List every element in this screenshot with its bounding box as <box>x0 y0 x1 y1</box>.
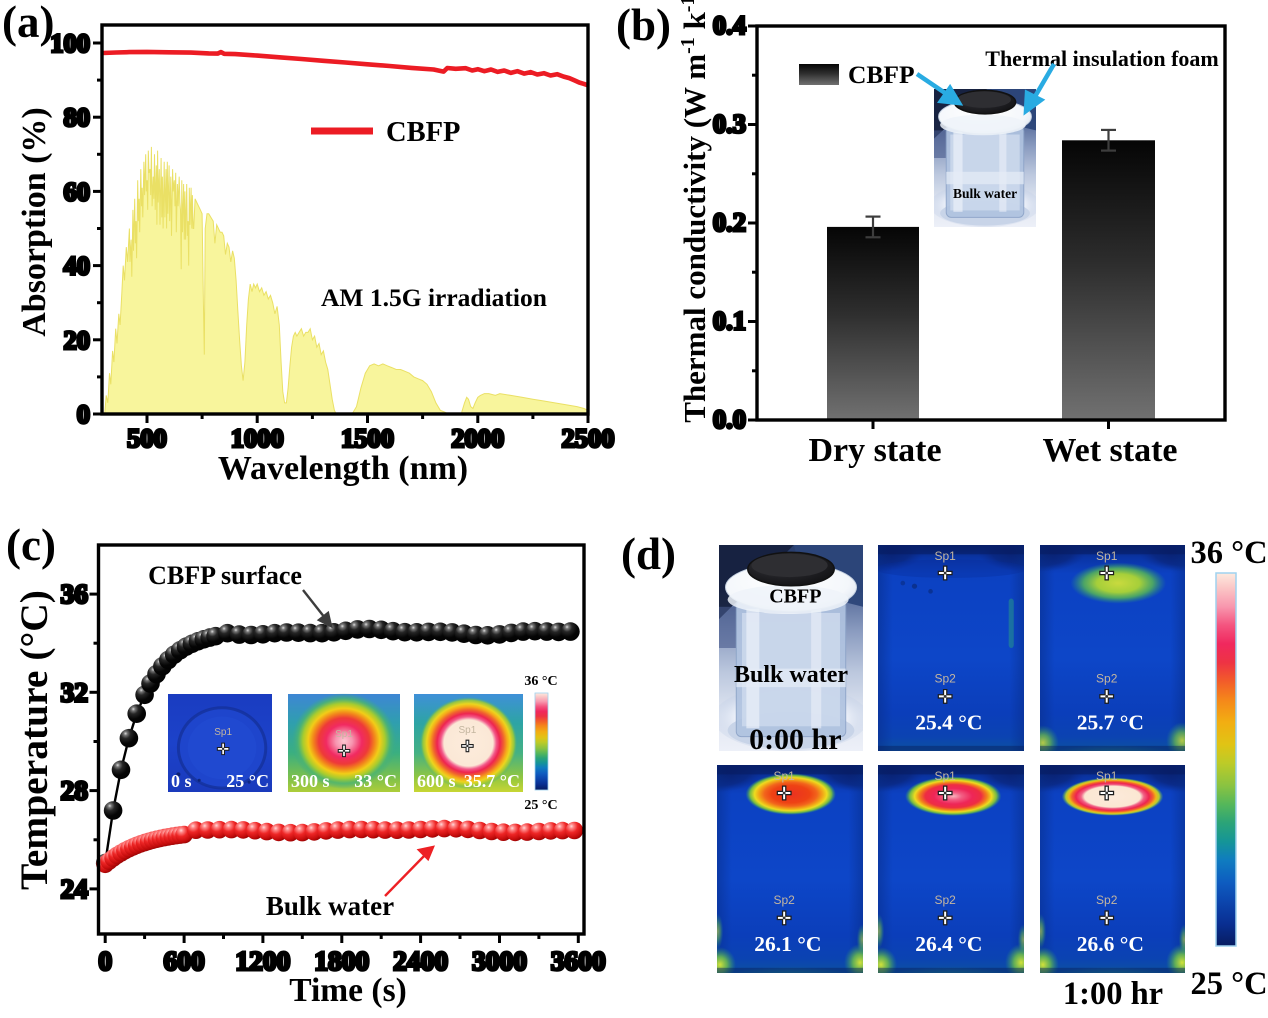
svg-text:25 °C: 25 °C <box>1190 966 1267 1002</box>
svg-text:Bulk water: Bulk water <box>953 186 1017 201</box>
svg-text:CBFP: CBFP <box>848 60 915 89</box>
svg-text:33 °C: 33 °C <box>354 771 397 791</box>
svg-text:25.7 °C: 25.7 °C <box>1077 710 1144 734</box>
svg-text:AM 1.5G irradiation: AM 1.5G irradiation <box>321 283 547 312</box>
svg-text:1800: 1800 <box>314 945 369 976</box>
svg-text:(a): (a) <box>2 0 54 47</box>
svg-text:Bulk water: Bulk water <box>266 891 394 921</box>
svg-text:20: 20 <box>64 325 91 355</box>
svg-text:25 °C: 25 °C <box>524 798 557 813</box>
svg-text:Sp1: Sp1 <box>1096 549 1118 563</box>
svg-text:0: 0 <box>98 945 112 976</box>
svg-text:24: 24 <box>61 873 89 904</box>
svg-text:500: 500 <box>127 423 167 453</box>
svg-text:CBFP: CBFP <box>386 117 460 148</box>
svg-text:(d): (d) <box>621 529 676 579</box>
svg-text:32: 32 <box>61 676 89 707</box>
svg-text:0: 0 <box>77 399 90 429</box>
svg-text:36 °C: 36 °C <box>524 674 557 689</box>
svg-text:Wavelength (nm): Wavelength (nm) <box>218 450 468 487</box>
svg-text:Dry state: Dry state <box>808 432 941 469</box>
svg-text:Sp1: Sp1 <box>934 549 956 563</box>
svg-text:1200: 1200 <box>235 945 290 976</box>
svg-text:40: 40 <box>64 251 91 281</box>
svg-text:0.0: 0.0 <box>713 404 746 434</box>
svg-text:Time (s): Time (s) <box>289 972 407 1009</box>
svg-text:(c): (c) <box>6 520 56 570</box>
svg-text:Sp1: Sp1 <box>934 769 956 783</box>
svg-text:Temperature (°C): Temperature (°C) <box>12 590 56 890</box>
svg-text:Sp1: Sp1 <box>335 729 353 740</box>
svg-text:Thermal conductivity (W m-1 k-: Thermal conductivity (W m-1 k-1) <box>677 0 712 423</box>
svg-text:0.1: 0.1 <box>713 306 746 336</box>
svg-text:25 °C: 25 °C <box>226 771 269 791</box>
svg-text:Sp2: Sp2 <box>1096 672 1118 686</box>
svg-text:600 s: 600 s <box>417 771 456 791</box>
svg-text:Sp1: Sp1 <box>1096 769 1118 783</box>
svg-text:Bulk water: Bulk water <box>734 662 848 688</box>
svg-text:1:00 hr: 1:00 hr <box>1063 976 1163 1012</box>
svg-text:CBFP: CBFP <box>769 585 821 607</box>
svg-text:100: 100 <box>50 28 90 58</box>
svg-text:0 s: 0 s <box>171 771 192 791</box>
svg-text:300 s: 300 s <box>291 771 330 791</box>
svg-text:(b): (b) <box>616 0 671 50</box>
svg-text:CBFP surface: CBFP surface <box>148 561 302 590</box>
svg-text:2000: 2000 <box>451 423 504 453</box>
svg-text:26.6 °C: 26.6 °C <box>1077 932 1144 956</box>
svg-text:Sp2: Sp2 <box>934 672 956 686</box>
svg-text:2500: 2500 <box>562 423 615 453</box>
svg-text:2400: 2400 <box>393 945 448 976</box>
svg-text:Sp2: Sp2 <box>773 893 795 907</box>
svg-text:0.3: 0.3 <box>713 109 746 139</box>
svg-text:36: 36 <box>61 578 89 609</box>
svg-text:0.4: 0.4 <box>713 10 746 40</box>
svg-text:Wet state: Wet state <box>1042 432 1177 469</box>
svg-text:3600: 3600 <box>551 945 606 976</box>
svg-text:Sp1: Sp1 <box>214 727 232 738</box>
svg-text:Sp2: Sp2 <box>934 893 956 907</box>
svg-text:1000: 1000 <box>231 423 284 453</box>
svg-text:Sp1: Sp1 <box>773 769 795 783</box>
svg-text:25.4 °C: 25.4 °C <box>915 710 982 734</box>
svg-text:0:00 hr: 0:00 hr <box>749 723 842 756</box>
svg-text:600: 600 <box>163 945 204 976</box>
svg-text:26.1 °C: 26.1 °C <box>754 932 821 956</box>
svg-text:Sp1: Sp1 <box>459 725 477 736</box>
svg-text:28: 28 <box>61 775 89 806</box>
svg-text:35.7 °C: 35.7 °C <box>464 771 520 791</box>
svg-text:1500: 1500 <box>341 423 394 453</box>
svg-text:26.4 °C: 26.4 °C <box>915 932 982 956</box>
svg-text:Thermal insulation foam: Thermal insulation foam <box>985 46 1218 71</box>
svg-text:Absorption (%): Absorption (%) <box>16 107 53 337</box>
svg-text:3000: 3000 <box>472 945 527 976</box>
svg-text:80: 80 <box>64 102 91 132</box>
svg-text:0.2: 0.2 <box>713 207 746 237</box>
svg-text:60: 60 <box>64 176 91 206</box>
svg-text:36 °C: 36 °C <box>1190 535 1267 571</box>
svg-text:Sp2: Sp2 <box>1096 893 1118 907</box>
